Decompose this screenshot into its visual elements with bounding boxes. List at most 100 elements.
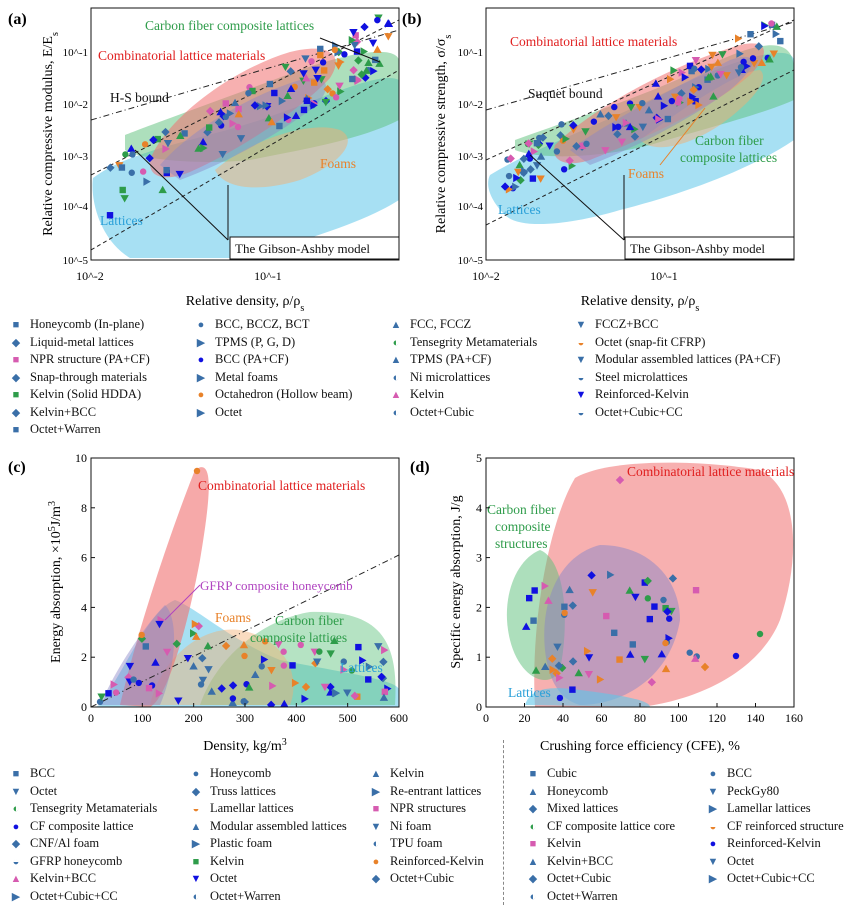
annotation-a-carbon: Carbon fiber composite lattices	[145, 18, 314, 33]
legend-marker-icon: ▲	[527, 855, 539, 868]
point-d-top-top	[615, 475, 625, 485]
legend-label: Lamellar lattices	[210, 801, 294, 815]
annotation-c-carbon2: composite lattices	[250, 630, 347, 645]
legend-item: ■ Kelvin	[188, 853, 244, 871]
point-b-38	[686, 62, 694, 70]
point-d-27	[554, 661, 564, 670]
point-a-102	[331, 46, 338, 54]
region-lattices-d	[525, 688, 650, 707]
point-a-77	[357, 70, 366, 79]
point-a-21	[128, 169, 135, 176]
legend-item: ▼ Octet	[188, 870, 238, 888]
legend-item: ● Honeycomb	[188, 765, 271, 783]
point-a-43	[286, 67, 295, 76]
point-b-65	[538, 133, 548, 142]
point-b-108	[612, 123, 620, 132]
point-a-19	[271, 89, 278, 97]
point-b-6	[772, 29, 781, 39]
point-c-7	[190, 629, 198, 638]
d-xtick-5: 100	[670, 711, 688, 725]
point-a-109	[383, 19, 393, 27]
point-c-42	[359, 656, 367, 665]
point-c-28	[137, 634, 147, 643]
region-foams-c	[150, 629, 294, 705]
arrow-a2	[134, 149, 229, 241]
legend-item: ▲ TPMS (PA+CF)	[388, 351, 492, 369]
ytick-b-2: 10^-3	[458, 151, 484, 163]
legend-item: ● Reinforced-Kelvin	[705, 835, 821, 853]
point-b-52	[601, 147, 610, 155]
point-b-109	[533, 139, 541, 147]
point-c-54	[326, 650, 335, 658]
legend-item: ◒ Lamellar lattices	[188, 800, 294, 818]
point-a-113	[349, 65, 358, 75]
legend-item: ▲ Kelvin	[368, 765, 424, 783]
arrow-c1	[164, 584, 201, 621]
arrow-b2	[529, 154, 625, 241]
point-c-16	[343, 689, 352, 697]
point-c-65	[97, 693, 106, 701]
annotation-b-gibson: The Gibson-Ashby model	[630, 241, 765, 256]
d-xtick-3: 60	[596, 711, 608, 725]
point-b-12	[691, 57, 701, 65]
point-a-27	[313, 74, 322, 83]
point-c-13	[260, 655, 269, 664]
annotation-d-carbon3: structures	[495, 536, 547, 551]
c-xtick-0: 0	[88, 711, 94, 725]
point-c-15	[340, 665, 348, 674]
point-c-68	[151, 658, 160, 666]
legend-label: NPR structure (PA+CF)	[30, 352, 150, 366]
ytick-b-4: 10^-1	[458, 47, 483, 59]
legend-marker-icon: ◒	[12, 855, 20, 868]
legend-marker-icon: ▼	[575, 389, 587, 401]
point-b-70	[676, 95, 683, 102]
legend-item: ◆ Snap-through materials	[8, 369, 147, 387]
point-b-110	[757, 58, 767, 66]
scatter-points-d	[521, 475, 764, 702]
point-c-79	[379, 693, 389, 701]
point-b-115	[625, 122, 635, 131]
xlabel-c: Density, kg/m3	[203, 737, 286, 755]
c-ytick-3: 6	[81, 551, 87, 565]
point-b-4	[638, 123, 648, 132]
point-d-43	[531, 666, 541, 674]
legend-label: CF composite lattice core	[547, 818, 676, 833]
point-c-84	[355, 643, 362, 651]
point-d-6	[646, 615, 654, 623]
point-a-126	[266, 80, 274, 88]
point-b-14	[677, 89, 686, 98]
point-a-116	[348, 35, 357, 45]
point-d-54	[561, 609, 568, 617]
xlabel-d: Crushing force efficiency (CFE), %	[540, 739, 740, 754]
d-ytick-4: 4	[476, 501, 482, 515]
d-xtick-7: 140	[747, 711, 765, 725]
legend-marker-icon: ◐	[192, 890, 200, 903]
legend-item: ● BCC (PA+CF)	[193, 351, 289, 369]
point-c-2	[291, 678, 300, 688]
legend-item: ▶ Octet+Cubic+CC	[705, 870, 815, 888]
point-a-119	[267, 117, 276, 126]
point-c-35	[274, 641, 283, 649]
point-d-40	[611, 629, 618, 637]
point-b-60	[516, 176, 525, 185]
point-d-16	[660, 596, 667, 604]
legend-label: Octet	[30, 783, 58, 798]
legend-item: ■ NPR structure (PA+CF)	[8, 351, 150, 369]
point-d-31	[596, 675, 605, 684]
point-a-42	[283, 113, 292, 122]
legend-label: Cubic	[547, 766, 577, 780]
legend-item: ▶ Re-entrant lattices	[368, 783, 482, 801]
point-b-7	[530, 147, 539, 156]
point-c-1	[203, 641, 213, 650]
legend-marker-icon: ■	[192, 855, 200, 868]
point-a-127	[200, 143, 208, 153]
point-c-62	[240, 698, 247, 705]
point-c-50	[239, 640, 249, 649]
point-c-89	[331, 688, 340, 698]
point-c-87	[192, 632, 201, 640]
point-c-34	[381, 688, 389, 696]
legend-item: ■ Octet+Warren	[8, 421, 101, 439]
point-b-44	[749, 60, 759, 68]
c-ytick-4: 8	[81, 501, 87, 515]
point-b-125	[506, 154, 515, 163]
